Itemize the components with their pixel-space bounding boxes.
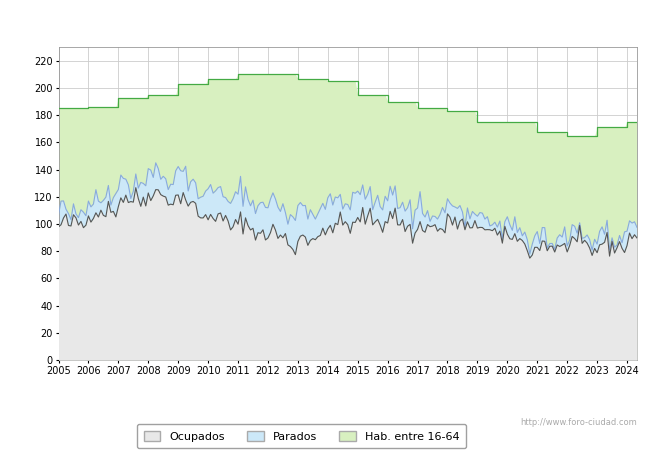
- Text: Els Guiamets - Evolucion de la poblacion en edad de Trabajar Mayo de 2024: Els Guiamets - Evolucion de la poblacion…: [61, 17, 589, 31]
- Legend: Ocupados, Parados, Hab. entre 16-64: Ocupados, Parados, Hab. entre 16-64: [137, 424, 466, 448]
- Text: http://www.foro-ciudad.com: http://www.foro-ciudad.com: [520, 418, 637, 427]
